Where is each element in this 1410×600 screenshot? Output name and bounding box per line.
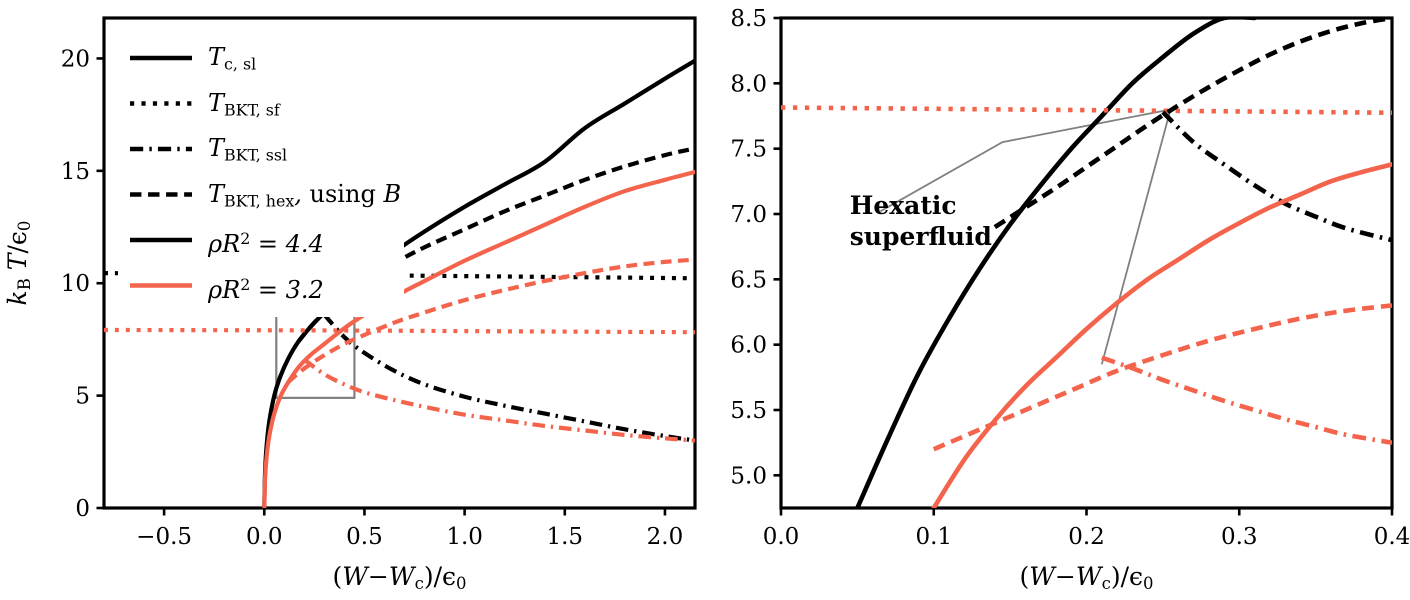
x-tick-label: 0.3: [1221, 524, 1258, 550]
legend: Tc, sl TBKT, sf TBKT, ssl TBKT, hex, using …: [118, 30, 404, 317]
y-tick-label: 8.5: [730, 6, 767, 32]
legend-label: Tc, sl: [208, 43, 257, 74]
legend-label: TBKT, sf: [208, 88, 280, 119]
legend-entry: ρR2 = 4.4: [208, 229, 324, 258]
y-tick-label: 10: [61, 271, 90, 297]
series-line: [303, 357, 695, 443]
x-tick-label: 0.4: [1374, 524, 1410, 550]
x-axis-label: (W−Wc)/ϵ0: [1019, 562, 1153, 593]
series-line: [931, 162, 1392, 508]
y-axis-label: kB T/ϵ0: [3, 221, 34, 306]
x-tick-label: 0.1: [915, 524, 952, 550]
legend-label: TBKT, ssl: [208, 134, 288, 165]
legend-entry: TBKT, sf: [208, 88, 280, 119]
y-tick-label: 7.5: [730, 137, 767, 163]
y-tick-label: 0: [75, 496, 90, 522]
x-tick-label: 0.0: [763, 524, 800, 550]
series-line: [1161, 110, 1392, 243]
series-line: [104, 327, 695, 335]
legend-label: ρR2 = 4.4: [208, 229, 324, 258]
y-tick-label: 6.5: [730, 267, 767, 293]
legend-entry: ρR2 = 3.2: [208, 274, 324, 304]
x-tick-label: 1.5: [546, 524, 583, 550]
annotation-hexatic-line2: superfluid: [850, 222, 992, 251]
legend-label: TBKT, hex, using B|ρ: [208, 179, 400, 210]
y-tick-label: 5.5: [730, 398, 767, 424]
y-tick-label: 15: [61, 159, 90, 185]
x-tick-label: −0.5: [136, 524, 192, 550]
plot-frame-right: [779, 16, 1394, 510]
legend-entry: TBKT, ssl: [208, 134, 288, 165]
series-line: [262, 169, 695, 508]
series-line: [932, 303, 1392, 452]
y-tick-label: 5.0: [730, 463, 767, 489]
legend-background: [118, 30, 404, 317]
series-line: [993, 18, 1392, 230]
legend-label: ρR2 = 3.2: [208, 274, 324, 304]
plot-area-right: [781, 18, 1392, 508]
x-tick-label: 1.0: [446, 524, 483, 550]
y-tick-label: 7.0: [730, 202, 767, 228]
legend-entry: TBKT, hex, using B|ρ: [208, 179, 400, 210]
x-tick-label: 2.0: [647, 524, 684, 550]
y-tick-label: 20: [61, 46, 90, 72]
y-tick-label: 6.0: [730, 333, 767, 359]
annotation-leader-line: [879, 108, 1172, 365]
legend-entry: Tc, sl: [208, 43, 257, 74]
y-tick-label: 5: [75, 384, 90, 410]
x-axis-label: (W−Wc)/ϵ0: [332, 562, 466, 593]
x-tick-label: 0.0: [246, 524, 283, 550]
series-line: [781, 105, 1392, 116]
panel-left: −0.5 0.0 0.5 1.0 1.5 2.0 0 5 10 15 20 (W−Wc)/ϵ0 kB T…: [3, 16, 697, 593]
series-line: [1101, 355, 1392, 445]
x-tick-label: 0.5: [346, 524, 383, 550]
y-tick-label: 8.0: [730, 71, 767, 97]
annotation-hexatic-line1: Hexatic: [850, 191, 957, 220]
series-line: [286, 257, 695, 384]
plot-frame-left: [102, 16, 697, 510]
panel-right: 0.0 0.1 0.2 0.3 0.4 5.0 5.5 6.0 6.5 7.0 7.5 8.0 8.5 (…: [730, 6, 1410, 593]
x-tick-label: 0.2: [1068, 524, 1105, 550]
series-line: [855, 18, 1257, 508]
